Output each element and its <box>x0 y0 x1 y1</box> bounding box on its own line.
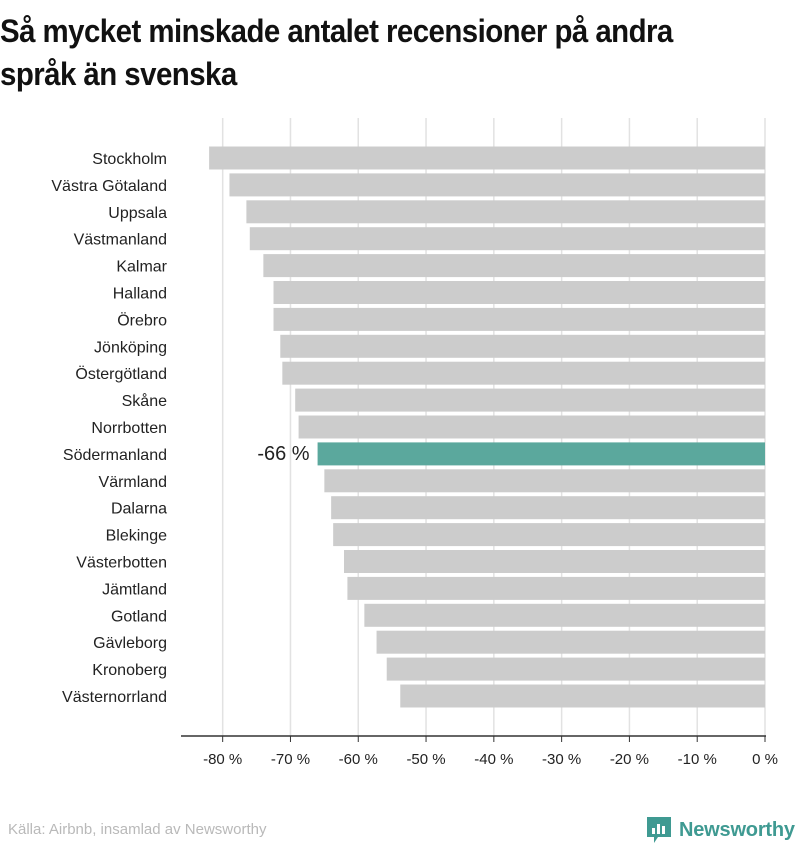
category-label: Uppsala <box>108 205 167 222</box>
x-tick-label: -80 % <box>203 751 242 768</box>
bar <box>249 227 765 251</box>
category-label: Västerbotten <box>76 555 167 572</box>
category-label: Gävleborg <box>93 635 167 652</box>
x-axis-ticks: -80 % -70 % -60 % -50 % -40 % -30 % -20 % -10 %… <box>203 736 778 768</box>
highlight-value-label: -66 % <box>257 443 309 465</box>
bar <box>386 657 765 681</box>
category-label: Dalarna <box>111 501 167 518</box>
brand-logo: Newsworthy <box>645 815 795 845</box>
bar <box>246 200 765 224</box>
brand-name: Newsworthy <box>679 818 795 841</box>
category-label: Kalmar <box>116 259 167 276</box>
x-tick-label: -70 % <box>271 751 310 768</box>
bars <box>209 146 765 708</box>
bar <box>229 173 765 197</box>
bar <box>273 307 765 331</box>
source-note: Källa: Airbnb, insamlad av Newsworthy <box>8 821 267 838</box>
bar <box>263 254 765 278</box>
category-label: Västmanland <box>74 232 167 249</box>
x-tick-label: -20 % <box>610 751 649 768</box>
category-label: Stockholm <box>92 151 167 168</box>
category-label: Södermanland <box>63 447 167 464</box>
bar <box>280 334 765 358</box>
bar <box>376 630 765 654</box>
annotations: -66 % <box>257 443 309 465</box>
category-label: Gotland <box>111 608 167 625</box>
category-labels: Stockholm Västra Götaland Uppsala Västmanla… <box>51 151 167 706</box>
category-label: Halland <box>113 286 167 303</box>
category-label: Västra Götaland <box>51 178 167 195</box>
category-label: Blekinge <box>106 528 167 545</box>
bar <box>364 603 765 627</box>
bar <box>295 388 765 412</box>
bar <box>344 550 765 573</box>
bar <box>400 684 765 708</box>
bar <box>298 415 765 439</box>
x-tick-label: -30 % <box>542 751 581 768</box>
bar <box>333 523 765 547</box>
bar <box>273 281 765 304</box>
x-tick-label: -50 % <box>406 751 445 768</box>
chart-title: Så mycket minskade antalet recensioner p… <box>0 13 673 92</box>
x-tick-label: -60 % <box>339 751 378 768</box>
newsworthy-logo-icon <box>647 817 671 843</box>
category-label: Värmland <box>99 474 167 491</box>
category-label: Jönköping <box>94 339 167 356</box>
category-label: Västernorrland <box>62 689 167 706</box>
category-label: Jämtland <box>102 581 167 598</box>
bar <box>317 442 765 466</box>
x-tick-label: 0 % <box>752 751 778 768</box>
category-label: Östergötland <box>75 365 167 383</box>
bar <box>347 576 765 600</box>
category-label: Skåne <box>122 392 167 410</box>
x-tick-label: -10 % <box>678 751 717 768</box>
category-label: Kronoberg <box>92 662 167 679</box>
x-tick-label: -40 % <box>474 751 513 768</box>
bar <box>324 469 765 493</box>
category-label: Norrbotten <box>91 420 167 437</box>
bar <box>331 496 765 520</box>
bar <box>209 146 765 170</box>
category-label: Örebro <box>117 311 167 329</box>
bar <box>282 361 765 385</box>
